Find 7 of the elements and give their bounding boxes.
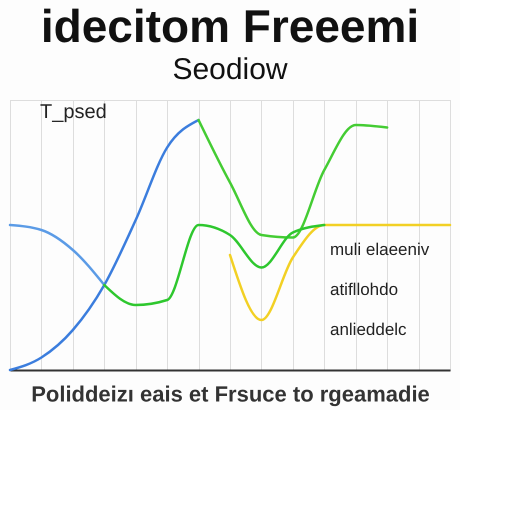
annotation: anlieddelc [330,320,408,339]
chart-subtitle: Seodiow [172,53,288,86]
annotation: muli elaeeniv [330,240,430,259]
annotation: T_psed [40,101,107,123]
chart-title: idecitom Freeemi [40,0,420,52]
x-axis-title: Poliddeizı eais et Frsuce to rgeamadie [31,382,430,406]
annotation: atifllohdo [330,280,398,299]
